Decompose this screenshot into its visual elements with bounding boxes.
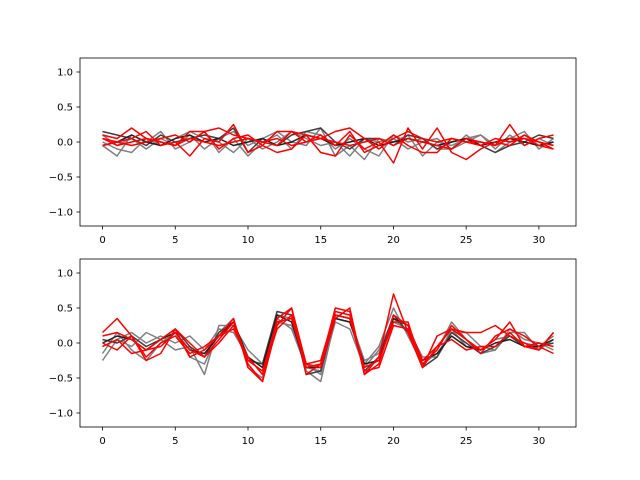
y-tick-label: −0.5 bbox=[49, 173, 73, 184]
series-line-9 bbox=[102, 307, 554, 376]
y-tick-label: 0.5 bbox=[57, 304, 73, 315]
y-tick-label: 0.0 bbox=[57, 138, 73, 149]
x-tick-label: 15 bbox=[314, 436, 327, 447]
series-group bbox=[101, 293, 555, 383]
x-tick-label: 30 bbox=[533, 235, 546, 246]
series-group bbox=[102, 123, 554, 164]
y-tick-label: 0.0 bbox=[57, 339, 73, 350]
series-line-3 bbox=[102, 317, 554, 376]
y-tick-label: −1.0 bbox=[49, 409, 73, 420]
x-tick-label: 5 bbox=[172, 235, 178, 246]
x-tick-label: 5 bbox=[172, 436, 178, 447]
y-tick-label: −0.5 bbox=[49, 374, 73, 385]
y-tick-label: −1.0 bbox=[49, 208, 73, 219]
series-line-9 bbox=[102, 137, 554, 150]
x-tick-label: 25 bbox=[460, 436, 473, 447]
y-tick-label: 1.0 bbox=[57, 68, 73, 79]
x-tick-label: 0 bbox=[99, 436, 105, 447]
series-line-7 bbox=[102, 307, 555, 383]
x-tick-label: 20 bbox=[387, 235, 400, 246]
subplot-2: 0 5 10 15 20 25 30 −1.0 −0.5 0.0 0.5 1.0 bbox=[49, 258, 577, 447]
series-line-8 bbox=[102, 314, 554, 372]
x-tick-label: 0 bbox=[99, 235, 105, 246]
x-tick-label: 30 bbox=[533, 436, 546, 447]
x-tick-label: 15 bbox=[314, 235, 327, 246]
y-tick-label: 0.5 bbox=[57, 103, 73, 114]
x-tick-label: 10 bbox=[242, 235, 255, 246]
subplot-1: 0 5 10 15 20 25 30 −1.0 −0.5 0.0 0.5 1.0 bbox=[49, 57, 577, 246]
y-tick-label: 1.0 bbox=[57, 269, 73, 280]
x-tick-label: 10 bbox=[242, 436, 255, 447]
x-tick-label: 20 bbox=[387, 436, 400, 447]
x-tick-label: 25 bbox=[460, 235, 473, 246]
